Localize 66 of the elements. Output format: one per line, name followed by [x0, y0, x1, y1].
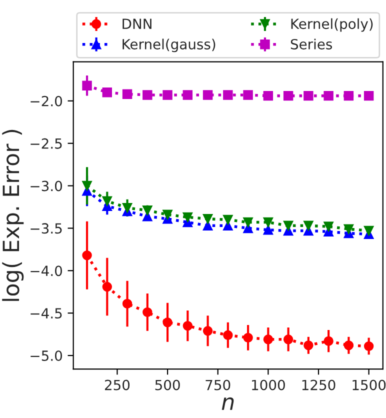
point: [142, 90, 152, 100]
point: [142, 206, 152, 216]
y-tick-label: −5.0: [30, 350, 62, 361]
point: [304, 220, 314, 231]
point: [324, 222, 334, 232]
legend-label: Series: [290, 38, 332, 50]
point: [223, 90, 233, 100]
point: [162, 210, 172, 220]
point: [283, 334, 294, 344]
point: [344, 90, 354, 101]
y-tick-label: −4.0: [30, 266, 62, 276]
point: [202, 214, 213, 224]
point: [283, 90, 294, 101]
x-axis-title: n: [222, 397, 234, 410]
point: [344, 224, 354, 234]
point: [202, 326, 213, 336]
point: [122, 202, 132, 213]
point: [304, 340, 314, 350]
legend-label: Kernel(poly): [291, 18, 373, 32]
point: [182, 212, 193, 222]
point: [223, 214, 233, 225]
y-tick-label: −4.5: [30, 308, 62, 319]
point: [243, 217, 253, 228]
point: [263, 217, 274, 228]
y-axis-title: log( Exp. Error ): [2, 130, 24, 301]
point: [202, 90, 213, 100]
point: [324, 336, 334, 346]
point: [142, 307, 152, 318]
point: [162, 318, 172, 328]
point: [122, 89, 132, 99]
x-tick-label: 1000: [252, 380, 285, 390]
point: [122, 298, 132, 309]
x-tick-label: 1250: [302, 380, 336, 390]
point: [82, 80, 92, 90]
point: [364, 90, 374, 101]
point: [324, 90, 334, 101]
y-tick-label: −3.5: [30, 223, 62, 234]
x-tick-label: 250: [104, 380, 130, 390]
point: [223, 330, 233, 340]
point: [283, 220, 294, 231]
point: [304, 90, 314, 101]
point: [364, 341, 374, 352]
y-tick-label: −2.5: [30, 138, 62, 149]
point: [82, 250, 92, 260]
point: [202, 220, 213, 231]
point: [182, 320, 193, 331]
y-tick-label: −2.0: [30, 96, 62, 106]
point: [263, 225, 274, 235]
x-tick-label: 750: [206, 380, 230, 390]
point: [102, 88, 112, 98]
point: [162, 90, 172, 100]
point: [243, 332, 253, 343]
point: [182, 90, 193, 100]
y-tick-label: −3.0: [30, 180, 62, 192]
legend-label: DNN: [122, 18, 152, 29]
point: [102, 196, 112, 206]
point: [344, 340, 354, 350]
point: [263, 334, 274, 344]
legend-label: Kernel(gauss): [122, 38, 216, 52]
point: [243, 90, 253, 100]
x-tick-label: 1500: [352, 380, 386, 390]
point: [102, 282, 112, 292]
point: [82, 180, 92, 191]
point: [364, 226, 374, 236]
point: [263, 90, 274, 101]
x-tick-label: 500: [155, 380, 180, 390]
